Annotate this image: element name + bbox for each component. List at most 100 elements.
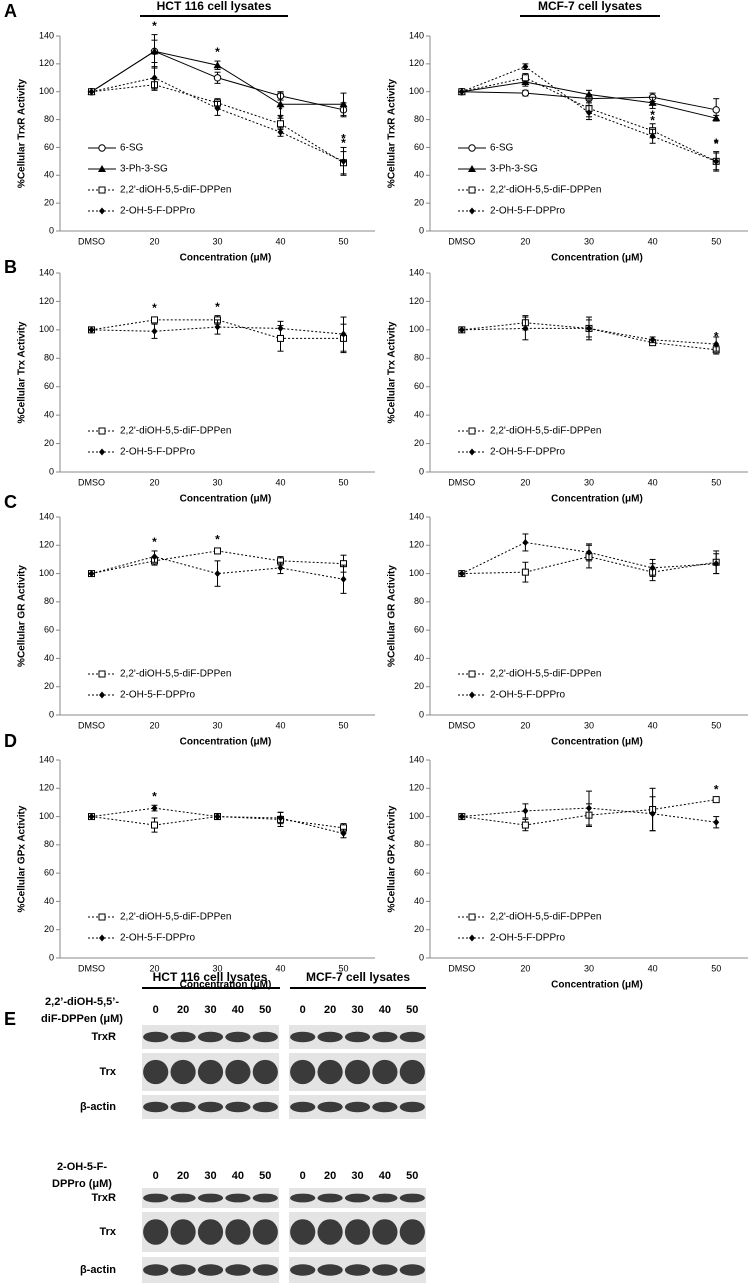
marker [521, 89, 530, 97]
marker [277, 334, 284, 342]
blot-band [290, 1193, 316, 1203]
lane-label: 40 [379, 1170, 391, 1182]
x-tick-label: 50 [338, 720, 348, 730]
legend-label: 2-OH-5-F-DPPro [120, 206, 195, 217]
blot-band [344, 1193, 371, 1203]
marker [340, 575, 347, 583]
blot-band [225, 1059, 251, 1085]
y-tick-label: 60 [414, 142, 424, 152]
blot-band [344, 1031, 371, 1043]
y-tick-label: 140 [39, 267, 54, 277]
y-tick-label: 100 [409, 324, 424, 334]
marker [98, 186, 106, 194]
y-tick-label: 60 [414, 625, 424, 635]
blot-band [317, 1031, 343, 1043]
blot-band [225, 1031, 251, 1043]
significance: * [714, 136, 719, 150]
y-tick-label: 0 [49, 466, 54, 476]
marker [151, 804, 158, 812]
blot-band [317, 1219, 343, 1245]
blot-band [372, 1264, 398, 1276]
marker [151, 553, 158, 561]
row-label: TrxR [92, 1192, 117, 1204]
y-axis-label: %Cellular GR Activity [387, 565, 398, 667]
marker [522, 63, 529, 71]
y-tick-label: 20 [44, 198, 54, 208]
y-tick-label: 20 [44, 438, 54, 448]
y-tick-label: 40 [44, 410, 54, 420]
blot-band [252, 1264, 278, 1276]
y-tick-label: 80 [414, 114, 424, 124]
marker [277, 814, 284, 822]
row-label: TrxR [92, 1031, 117, 1043]
x-tick-label: 30 [584, 720, 594, 730]
y-tick-label: 140 [39, 511, 54, 521]
x-tick-label: 20 [520, 720, 530, 730]
x-tick-label: 50 [338, 236, 348, 246]
legend-label: 6-SG [490, 143, 514, 154]
marker [88, 813, 95, 821]
marker [585, 90, 593, 98]
marker [468, 165, 476, 172]
marker [713, 560, 720, 568]
x-axis-label: Concentration (μM) [180, 253, 272, 264]
blot-band [143, 1219, 169, 1245]
row-label: β-actin [80, 1264, 116, 1276]
legend-label: 2,2'-diOH-5,5-diF-DPPen [120, 185, 231, 196]
marker [522, 807, 529, 815]
blot-band [225, 1219, 251, 1245]
y-tick-label: 0 [419, 225, 424, 235]
series-line [461, 807, 717, 823]
x-tick-label: 20 [149, 236, 159, 246]
marker [522, 538, 529, 546]
marker [99, 691, 105, 699]
treatment-label: 2,2’-diOH-5,5’- [45, 996, 119, 1008]
y-tick-label: 120 [39, 296, 54, 306]
series-line [461, 66, 717, 162]
blot-band [170, 1031, 196, 1043]
blot-band [252, 1193, 278, 1203]
marker [214, 570, 221, 578]
blot-band [372, 1219, 398, 1245]
marker [276, 100, 285, 108]
row-label: Trx [99, 1226, 116, 1238]
marker [99, 207, 105, 215]
x-tick-label: 20 [149, 477, 159, 487]
series-line [91, 77, 344, 162]
blot-band [372, 1059, 398, 1085]
marker [648, 98, 657, 106]
marker [649, 810, 656, 818]
y-tick-label: 140 [39, 30, 54, 40]
panel-label: C [4, 492, 17, 512]
legend-label: 3-Ph-3-SG [120, 164, 168, 175]
x-tick-label: DMSO [448, 236, 475, 246]
x-tick-label: 40 [275, 236, 285, 246]
lane-label: 20 [324, 1170, 336, 1182]
y-tick-label: 0 [49, 225, 54, 235]
y-tick-label: 40 [44, 653, 54, 663]
y-tick-label: 80 [44, 596, 54, 606]
x-tick-label: 20 [520, 236, 530, 246]
y-tick-label: 80 [414, 596, 424, 606]
y-tick-label: 20 [414, 438, 424, 448]
y-tick-label: 80 [44, 839, 54, 849]
lane-label: 50 [259, 1170, 271, 1182]
legend-label: 2-OH-5-F-DPPro [490, 206, 565, 217]
y-tick-label: 60 [44, 142, 54, 152]
marker [649, 132, 656, 140]
blot-band [143, 1101, 169, 1113]
y-axis-label: %Cellular GPx Activity [387, 805, 398, 912]
significance: * [341, 136, 346, 150]
marker [277, 128, 284, 136]
panel-label: E [4, 1009, 16, 1029]
y-tick-label: 0 [419, 466, 424, 476]
marker [469, 207, 475, 215]
panel-label: A [4, 1, 17, 21]
marker [468, 670, 476, 678]
treatment-label: diF-DPPen (μM) [41, 1013, 123, 1025]
y-tick-label: 60 [414, 868, 424, 878]
y-tick-label: 80 [414, 839, 424, 849]
marker [649, 564, 656, 572]
blot-band [290, 1101, 316, 1113]
